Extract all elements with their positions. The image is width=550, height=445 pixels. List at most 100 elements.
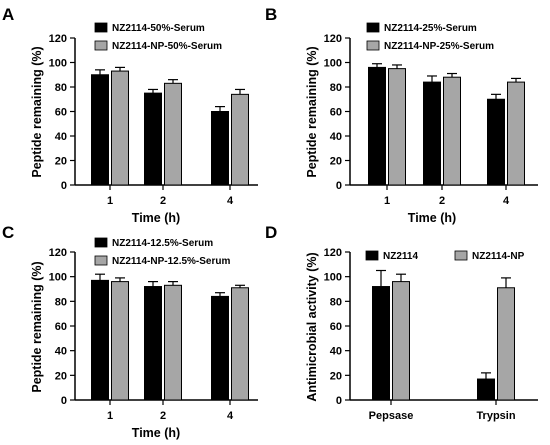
panel-c: C Peptide remaining (%) Time (h) NZ2114-… — [2, 223, 258, 440]
panel-d-x-tick-label: Trypsin — [476, 410, 515, 422]
panel-a-y-tick-label: 120 — [49, 33, 67, 45]
panel-d: D Antimicrobial activity (%) NZ2114 NZ21… — [265, 223, 538, 422]
panel-c-plot: 0 20 40 60 80 100 120 1 2 4 — [49, 247, 258, 422]
panel-b-xlabel: Time (h) — [408, 211, 456, 225]
panel-d-plot: 0 20 40 60 80 100 120 Pepsase Trypsin — [324, 247, 538, 422]
panel-a-legend-swatch-1 — [94, 22, 108, 33]
panel-a-legend-label-1: NZ2114-50%-Serum — [112, 23, 205, 34]
panel-a-bar-s1 — [91, 74, 109, 186]
panel-d-y-tick-label: 0 — [336, 395, 342, 407]
panel-d-legend: NZ2114 NZ2114-NP — [365, 250, 525, 262]
panel-c-y-tick-label: 0 — [61, 395, 67, 407]
panel-c-bar-s2 — [231, 287, 249, 401]
panel-b-x-tick-label: 2 — [439, 195, 445, 207]
panel-a-x-tick-label: 2 — [160, 195, 166, 207]
panel-c-legend-label-2: NZ2114-NP-12.5%-Serum — [112, 256, 230, 267]
panel-b-bar-s1 — [487, 98, 505, 186]
panel-b-legend-label-2: NZ2114-NP-25%-Serum — [384, 41, 494, 52]
panel-c-bar-s1 — [91, 279, 109, 401]
panel-b-y-tick-label: 120 — [324, 33, 342, 45]
panel-b-legend-swatch-2 — [366, 40, 380, 51]
panel-b-bar-s2 — [443, 76, 461, 186]
panel-c-bar-s1 — [211, 295, 229, 401]
panel-b-y-tick-label: 80 — [330, 82, 342, 94]
panel-b-letter: B — [265, 5, 277, 24]
panel-a-y-tick-label: 20 — [55, 156, 67, 168]
panel-d-y-tick-label: 20 — [330, 370, 342, 382]
panel-d-y-tick-label: 100 — [324, 272, 342, 284]
panel-c-bar-s2 — [111, 281, 129, 401]
panel-a-ylabel: Peptide remaining (%) — [30, 46, 44, 177]
panel-d-letter: D — [265, 223, 277, 242]
panel-d-legend-swatch-1 — [365, 250, 379, 261]
panel-a-legend-label-2: NZ2114-NP-50%-Serum — [112, 41, 222, 52]
panel-a-y-tick-label: 40 — [55, 131, 67, 143]
panel-c-xlabel: Time (h) — [132, 426, 180, 440]
panel-b-y-tick-label: 0 — [336, 180, 342, 192]
panel-d-y-tick-label: 80 — [330, 296, 342, 308]
panel-d-bar-s2 — [392, 281, 410, 401]
panel-d-legend-label-2: NZ2114-NP — [472, 251, 525, 262]
panel-c-legend: NZ2114-12.5%-Serum NZ2114-NP-12.5%-Serum — [94, 237, 230, 267]
panel-a-legend-swatch-2 — [94, 40, 108, 51]
panel-b-bar-s1 — [368, 66, 386, 186]
panel-c-y-tick-label: 60 — [55, 321, 67, 333]
panel-d-legend-label-1: NZ2114 — [383, 251, 418, 262]
panel-a-bar-s1 — [144, 92, 162, 186]
panel-b: B Peptide remaining (%) Time (h) NZ2114-… — [265, 5, 538, 225]
panel-a: A Peptide remaining (%) Time (h) NZ2114-… — [2, 5, 258, 225]
panel-c-bar-s1 — [144, 286, 162, 401]
panel-a-x-tick-label: 4 — [227, 195, 234, 207]
panel-b-plot: 0 20 40 60 80 100 120 1 2 4 — [324, 33, 538, 207]
panel-b-bar-s2 — [507, 81, 525, 186]
panel-b-x-tick-label: 1 — [384, 195, 390, 207]
panel-a-x-tick-label: 1 — [107, 195, 113, 207]
panel-c-x-tick-label: 2 — [160, 410, 166, 422]
panel-c-ylabel: Peptide remaining (%) — [30, 261, 44, 392]
panel-b-x-tick-label: 4 — [503, 195, 510, 207]
panel-a-y-tick-label: 0 — [61, 180, 67, 192]
panel-a-bar-s2 — [111, 70, 129, 186]
panel-b-y-tick-label: 20 — [330, 156, 342, 168]
panel-a-letter: A — [2, 5, 14, 24]
panel-b-y-tick-label: 100 — [324, 58, 342, 70]
panel-b-y-tick-label: 40 — [330, 131, 342, 143]
panel-d-ylabel: Antimicrobial activity (%) — [305, 252, 319, 401]
panel-c-y-tick-label: 40 — [55, 346, 67, 358]
panel-a-y-tick-label: 60 — [55, 107, 67, 119]
panel-c-bar-s2 — [164, 284, 182, 401]
panel-c-letter: C — [2, 223, 14, 242]
panel-b-legend: NZ2114-25%-Serum NZ2114-NP-25%-Serum — [366, 22, 494, 52]
panel-a-xlabel: Time (h) — [132, 211, 180, 225]
panel-d-bar-s1 — [372, 286, 390, 401]
panel-a-bar-s1 — [211, 111, 229, 186]
panel-c-x-tick-label: 1 — [107, 410, 113, 422]
panel-c-legend-swatch-1 — [94, 237, 108, 248]
panel-b-bar-s1 — [423, 81, 441, 186]
panel-c-y-tick-label: 80 — [55, 296, 67, 308]
panel-a-y-tick-label: 100 — [49, 58, 67, 70]
panel-b-y-tick-label: 60 — [330, 107, 342, 119]
panel-a-bar-s2 — [164, 82, 182, 186]
panel-d-x-tick-label: Pepsase — [369, 410, 414, 422]
panel-a-legend: NZ2114-50%-Serum NZ2114-NP-50%-Serum — [94, 22, 222, 52]
panel-c-legend-label-1: NZ2114-12.5%-Serum — [112, 238, 213, 249]
panel-a-plot: 0 20 40 60 80 100 120 1 2 4 — [49, 33, 258, 207]
panel-d-y-tick-label: 60 — [330, 321, 342, 333]
panel-a-y-tick-label: 80 — [55, 82, 67, 94]
panel-b-legend-label-1: NZ2114-25%-Serum — [384, 23, 477, 34]
panel-c-y-tick-label: 100 — [49, 272, 67, 284]
panel-c-y-tick-label: 120 — [49, 247, 67, 259]
panel-c-legend-swatch-2 — [94, 255, 108, 266]
panel-a-bar-s2 — [231, 93, 249, 186]
panel-c-x-tick-label: 4 — [227, 410, 234, 422]
panel-d-y-tick-label: 120 — [324, 247, 342, 259]
panel-c-y-tick-label: 20 — [55, 370, 67, 382]
panel-b-bar-s2 — [388, 68, 406, 186]
panel-d-legend-swatch-2 — [454, 250, 468, 261]
panel-d-bar-s1 — [477, 378, 495, 401]
panel-b-legend-swatch-1 — [366, 22, 380, 33]
panel-d-bar-s2 — [497, 287, 515, 401]
panel-d-y-tick-label: 40 — [330, 346, 342, 358]
